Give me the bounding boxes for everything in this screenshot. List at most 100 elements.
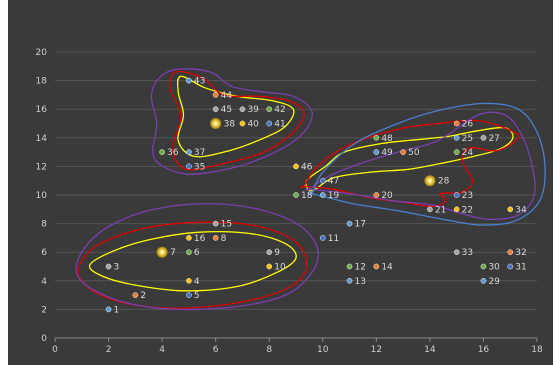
point-33 <box>453 249 460 256</box>
point-23 <box>453 192 460 198</box>
point-49 <box>373 149 380 155</box>
cluster-1-outline-1 <box>88 231 297 292</box>
point-label: 41 <box>274 120 285 130</box>
point-label: 29 <box>488 277 500 287</box>
point-label: 49 <box>381 148 393 158</box>
x-tick-label: 4 <box>159 345 165 355</box>
point-label: 6 <box>194 248 200 258</box>
point-label: 32 <box>515 248 526 258</box>
point-48 <box>373 134 380 141</box>
point-11 <box>319 235 326 241</box>
point-label: 38 <box>224 120 236 130</box>
point-36 <box>159 149 165 155</box>
point-label: 42 <box>274 105 285 115</box>
point-label: 39 <box>247 105 259 115</box>
y-tick-label: 8 <box>41 220 47 230</box>
point-label: 48 <box>381 134 393 144</box>
point-label: 9 <box>274 248 280 258</box>
point-8 <box>212 235 219 241</box>
point-label: 28 <box>438 177 450 187</box>
point-30 <box>480 263 487 270</box>
cluster-2-outline-3 <box>150 68 313 175</box>
point-16 <box>186 235 192 241</box>
cluster-2-outline-2 <box>169 70 305 171</box>
point-32 <box>507 249 514 256</box>
highlight-point-7 <box>156 246 168 258</box>
point-41 <box>266 120 273 127</box>
point-20 <box>373 192 380 198</box>
x-tick-label: 2 <box>106 345 112 355</box>
point-4 <box>186 277 192 284</box>
point-44 <box>212 92 219 98</box>
point-label: 12 <box>355 263 366 273</box>
point-label: 11 <box>328 234 339 244</box>
x-tick-label: 18 <box>531 345 543 355</box>
point-label: 44 <box>221 91 233 101</box>
x-tick-label: 12 <box>371 345 382 355</box>
y-tick-label: 6 <box>41 248 47 258</box>
point-label: 3 <box>114 263 120 273</box>
point-26 <box>453 120 460 127</box>
cluster-3-outline-3 <box>304 111 536 220</box>
point-42 <box>266 106 273 113</box>
x-tick-label: 14 <box>424 345 436 355</box>
point-label: 2 <box>140 291 146 301</box>
point-34 <box>507 206 514 213</box>
cluster-1-outline-3 <box>75 202 319 311</box>
point-label: 34 <box>515 205 527 215</box>
point-label: 1 <box>114 305 120 315</box>
point-label: 40 <box>247 120 259 130</box>
point-label: 24 <box>462 148 474 158</box>
y-tick-label: 10 <box>36 191 48 201</box>
x-tick-label: 0 <box>52 345 58 355</box>
y-tick-label: 0 <box>41 334 47 344</box>
point-label: 43 <box>194 77 205 87</box>
point-43 <box>186 77 192 84</box>
point-45 <box>212 106 219 113</box>
point-label: 13 <box>355 277 366 287</box>
x-tick-label: 10 <box>317 345 329 355</box>
point-21 <box>427 206 433 213</box>
point-15 <box>212 220 219 227</box>
point-35 <box>186 163 192 170</box>
y-tick-label: 18 <box>36 77 48 87</box>
point-label: 18 <box>301 191 313 201</box>
point-14 <box>373 263 380 270</box>
point-label: 23 <box>462 191 473 201</box>
point-label: 8 <box>221 234 227 244</box>
point-label: 30 <box>488 263 500 273</box>
point-50 <box>400 149 406 155</box>
x-tick-label: 8 <box>266 345 272 355</box>
y-tick-label: 2 <box>41 305 47 315</box>
point-24 <box>453 149 460 155</box>
point-label: 50 <box>408 148 420 158</box>
highlight-point-38 <box>210 118 222 129</box>
point-label: 36 <box>167 148 179 158</box>
point-12 <box>346 263 353 270</box>
point-46 <box>293 163 299 170</box>
point-29 <box>480 277 487 284</box>
point-5 <box>186 292 192 298</box>
point-label: 15 <box>221 220 232 230</box>
point-9 <box>266 249 273 256</box>
point-40 <box>239 120 246 127</box>
y-tick-label: 16 <box>36 105 48 115</box>
point-10 <box>266 263 273 270</box>
point-label: 27 <box>488 134 499 144</box>
point-label: 22 <box>462 205 473 215</box>
y-tick-label: 12 <box>36 162 47 172</box>
point-2 <box>132 292 139 298</box>
cluster-outlines <box>75 68 546 311</box>
point-label: 5 <box>194 291 200 301</box>
cluster-3-outline-4 <box>308 102 546 226</box>
point-label: 16 <box>194 234 206 244</box>
point-label: 7 <box>170 248 176 258</box>
point-25 <box>453 134 460 141</box>
point-17 <box>346 220 353 227</box>
point-label: 46 <box>301 162 313 172</box>
point-label: 25 <box>462 134 473 144</box>
point-label: 4 <box>194 277 200 287</box>
